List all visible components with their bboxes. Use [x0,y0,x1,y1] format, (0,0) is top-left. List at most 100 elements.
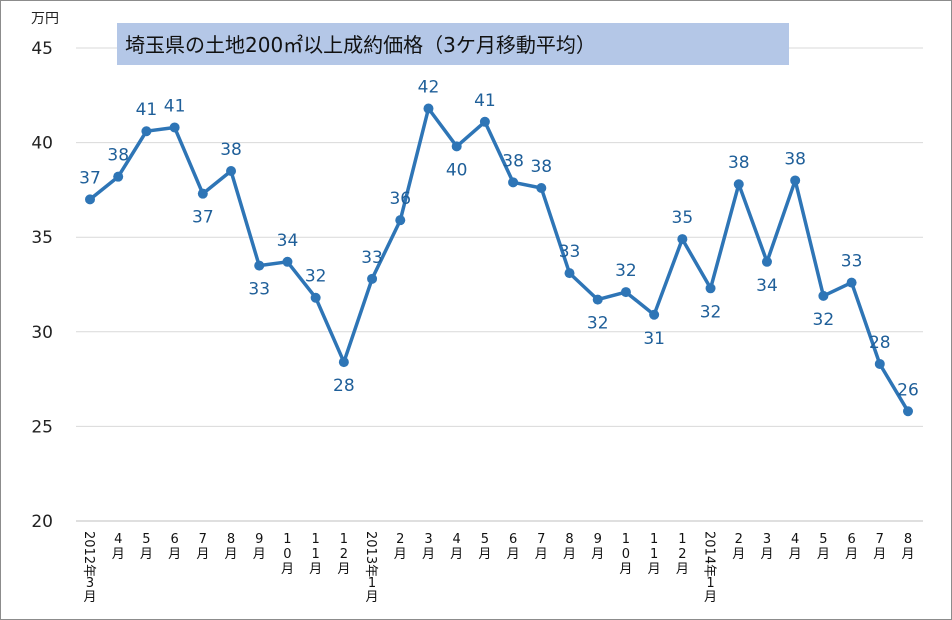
data-point-20 [649,309,660,320]
x-axis-label-char: 4 [791,532,799,547]
x-axis-label-char: 月 [422,547,435,562]
x-axis-label-char: 1 [312,532,320,547]
data-label-13: 40 [446,160,468,180]
x-axis-label-char: 9 [594,532,602,547]
x-axis-label-11: 2月 [394,532,407,562]
x-axis-label-char: 月 [253,547,266,562]
data-label-28: 28 [869,333,891,353]
x-axis-label-char: 0 [622,547,630,562]
data-point-13 [451,141,462,152]
x-axis-label-char: 8 [565,532,573,547]
data-label-27: 33 [841,252,863,272]
data-point-2 [141,126,152,137]
data-label-22: 32 [700,302,722,322]
data-point-3 [169,122,180,133]
data-label-8: 32 [305,267,327,287]
x-axis-label-16: 7月 [535,532,548,562]
x-axis-label-char: 1 [706,576,714,591]
data-point-5 [226,165,237,176]
x-axis-label-char: 6 [847,532,855,547]
data-label-15: 38 [502,151,524,171]
x-axis-label-24: 3月 [760,532,773,562]
data-point-15 [508,177,519,188]
data-point-23 [733,179,744,190]
x-axis-label-23: 2月 [732,532,745,562]
x-axis-label-char: 2 [735,532,743,547]
y-axis-ticks: 20 25 30 35 40 45 [31,39,53,532]
x-axis-label-char: 月 [478,547,491,562]
data-point-28 [874,358,885,369]
data-label-23: 38 [728,153,750,173]
data-label-19: 32 [615,261,637,281]
data-label-0: 37 [79,168,101,188]
y-tick-label-40: 40 [31,134,53,154]
data-label-17: 33 [559,242,581,262]
x-axis-label-char: 月 [789,547,802,562]
data-label-5: 38 [220,140,242,160]
data-label-12: 42 [418,78,440,98]
x-axis-label-year-0: 2012年 [81,531,96,577]
x-axis-label-char: 2 [396,532,404,547]
x-axis-label-char: 4 [453,532,461,547]
y-tick-label-20: 20 [31,512,53,532]
x-axis-label-char: 月 [704,590,717,605]
x-axis-label-17: 8月 [563,532,576,562]
data-point-21 [677,234,688,245]
x-axis-label-char: 3 [86,576,94,591]
x-axis-label-char: 月 [845,547,858,562]
x-axis-label-char: 1 [312,547,320,562]
data-label-10: 33 [361,248,383,268]
x-axis-label-char: 月 [337,562,350,577]
x-axis-label-13: 4月 [450,532,463,562]
x-axis-label-char: 月 [168,547,181,562]
x-axis-label-char: 7 [199,532,207,547]
x-axis-label-4: 7月 [196,532,209,562]
x-axis-label-19: 10月 [619,532,632,577]
data-label-11: 36 [389,189,411,209]
x-axis-label-char: 5 [481,532,489,547]
data-point-24 [761,256,772,267]
data-label-29: 26 [897,380,919,400]
x-axis-label-char: 0 [283,547,291,562]
x-axis-label-char: 月 [83,590,96,605]
chart-title: 埼玉県の土地200㎡以上成約価格（3ケ月移動平均） [125,33,596,57]
x-axis-label-char: 月 [196,547,209,562]
y-tick-label-25: 25 [31,417,53,437]
data-point-4 [197,188,208,199]
x-axis-label-char: 7 [876,532,884,547]
data-point-25 [790,175,801,186]
data-label-18: 32 [587,314,609,334]
data-point-14 [479,116,490,127]
x-axis-label-char: 月 [619,562,632,577]
x-axis-label-5: 8月 [225,532,238,562]
x-axis-label-char: 月 [281,562,294,577]
x-axis-label-6: 9月 [253,532,266,562]
y-tick-label-30: 30 [31,323,53,343]
data-point-10 [367,273,378,284]
x-axis-label-char: 9 [255,532,263,547]
x-axis-label-char: 3 [424,532,432,547]
x-axis-label-char: 月 [309,562,322,577]
data-point-9 [338,357,349,368]
x-axis-label-char: 7 [537,532,545,547]
data-point-19 [620,287,631,298]
data-point-0 [85,194,95,205]
x-axis-label-18: 9月 [591,532,604,562]
x-axis-label-char: 3 [763,532,771,547]
data-point-16 [536,183,547,194]
x-axis-label-char: 8 [227,532,235,547]
x-axis-label-3: 6月 [168,532,181,562]
data-point-27 [846,277,857,288]
x-axis-label-char: 1 [650,532,658,547]
series-points [85,103,913,417]
x-axis-label-char: 1 [678,532,686,547]
y-tick-label-35: 35 [31,228,53,248]
x-axis-label-8: 11月 [309,532,322,577]
x-axis-label-char: 6 [170,532,178,547]
x-axis-label-char: 月 [760,547,773,562]
data-label-24: 34 [756,276,778,296]
x-axis-label-9: 12月 [337,532,350,577]
